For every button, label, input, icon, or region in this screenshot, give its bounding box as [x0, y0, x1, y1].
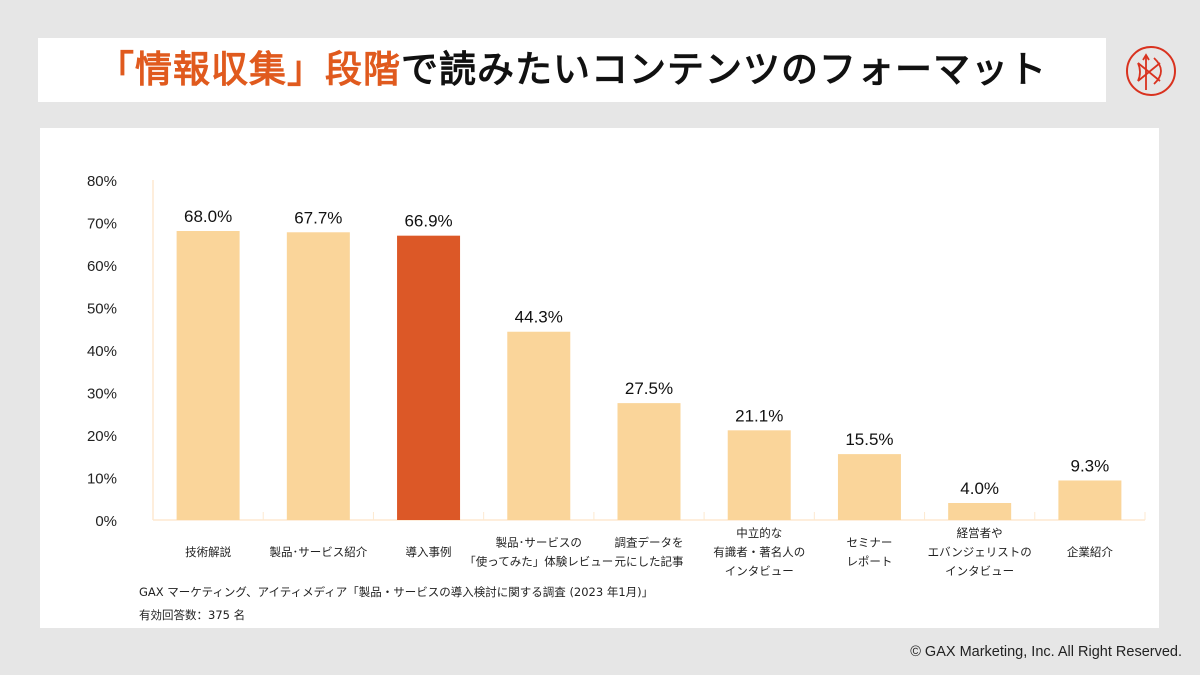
x-category-label: セミナー	[846, 536, 892, 550]
data-label: 4.0%	[960, 479, 999, 498]
title-highlight: 「情報収集」段階	[97, 48, 401, 91]
title-rest: で読みたいコンテンツのフォーマット	[401, 48, 1047, 91]
x-category-label: 元にした記事	[615, 555, 684, 569]
y-tick-label: 80%	[87, 173, 117, 190]
x-category-label: レポート	[846, 555, 892, 569]
bar-4	[507, 331, 571, 520]
y-tick-label: 60%	[87, 258, 117, 275]
bar-2	[286, 232, 350, 520]
bar-5	[617, 403, 681, 520]
data-label: 67.7%	[294, 208, 342, 227]
data-label: 9.3%	[1071, 456, 1110, 475]
x-category-label: 中立的な	[736, 526, 782, 540]
bar-1	[176, 231, 240, 520]
y-tick-label: 30%	[87, 386, 117, 403]
x-category-label: エバンジェリストの	[928, 545, 1032, 559]
y-tick-label: 20%	[87, 428, 117, 445]
bar-9	[1058, 480, 1122, 520]
bar-7	[837, 454, 901, 520]
bar-6	[727, 430, 791, 520]
data-label: 44.3%	[515, 308, 563, 327]
y-tick-label: 10%	[87, 471, 117, 488]
title-banner: 「情報収集」段階で読みたいコンテンツのフォーマット	[38, 38, 1106, 102]
x-category-label: 「使ってみた」体験レビュー	[464, 555, 613, 569]
x-category-label: 導入事例	[406, 545, 452, 559]
x-category-label: 調査データを	[615, 536, 684, 550]
x-category-label: 経営者や	[957, 526, 1003, 540]
x-category-label: 技術解説	[185, 545, 231, 559]
chart-panel: 0% 10% 20% 30% 40% 50% 60% 70% 80% 68.0% 技術解説 67.7%…	[40, 128, 1159, 628]
y-tick-label: 50%	[87, 301, 117, 318]
copyright-notice: © GAX Marketing, Inc. All Right Reserved…	[910, 644, 1182, 660]
source-citation: GAX マーケティング、アイティメディア「製品・サービスの導入検討に関する調査 …	[139, 585, 654, 599]
y-tick-label: 70%	[87, 216, 117, 233]
circle-arrow-bow-logo-icon	[1126, 46, 1176, 96]
data-label: 15.5%	[845, 430, 893, 449]
bar-chart: 0% 10% 20% 30% 40% 50% 60% 70% 80% 68.0% 技術解説 67.7%…	[87, 173, 1146, 578]
x-category-label: インタビュー	[945, 564, 1014, 578]
x-category-label: 有識者・著名人の	[713, 545, 805, 559]
page-title: 「情報収集」段階で読みたいコンテンツのフォーマット	[38, 38, 1106, 102]
x-category-label: 企業紹介	[1067, 545, 1113, 559]
data-label: 27.5%	[625, 379, 673, 398]
x-category-label: インタビュー	[725, 564, 794, 578]
x-category-label: 製品･サービスの	[496, 536, 582, 550]
data-label: 68.0%	[184, 207, 232, 226]
data-label: 21.1%	[735, 406, 783, 425]
data-label: 66.9%	[404, 212, 452, 231]
bar-3	[397, 235, 461, 521]
y-tick-label: 0%	[95, 513, 117, 530]
x-category-label: 製品･サービス紹介	[269, 545, 367, 559]
y-tick-label: 40%	[87, 343, 117, 360]
respondent-count: 有効回答数：375 名	[139, 608, 246, 622]
bar-8	[948, 503, 1012, 520]
